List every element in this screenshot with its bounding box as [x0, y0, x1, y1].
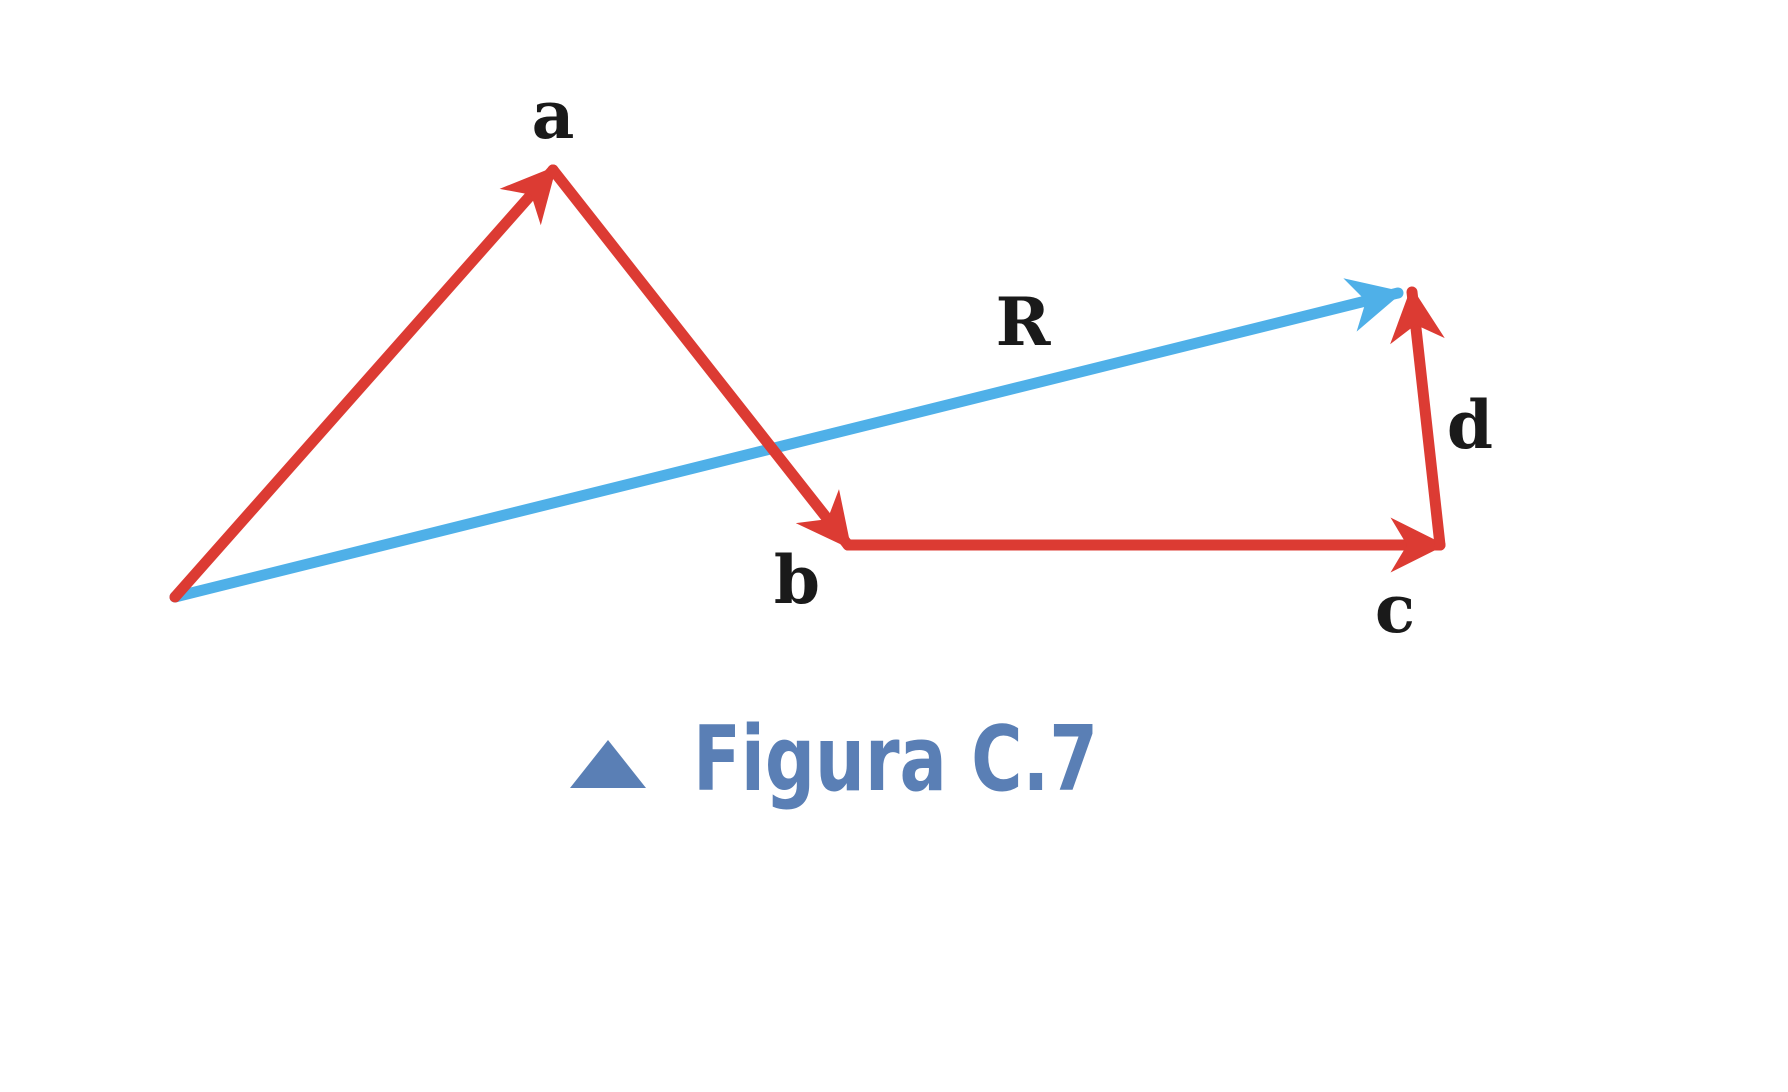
- vector-b: [547, 164, 854, 551]
- vector-d: [1390, 286, 1446, 551]
- label-b: b: [774, 541, 820, 619]
- triangle-up-icon: [570, 740, 646, 788]
- vector-R: [169, 278, 1404, 603]
- caption-text: Figura C.7: [693, 707, 1098, 812]
- vector-a: [169, 164, 559, 603]
- label-d: d: [1447, 386, 1493, 464]
- figure-caption: Figura C.7: [570, 707, 1098, 812]
- label-R: R: [996, 283, 1052, 361]
- label-c: c: [1375, 570, 1415, 648]
- label-a: a: [532, 76, 575, 154]
